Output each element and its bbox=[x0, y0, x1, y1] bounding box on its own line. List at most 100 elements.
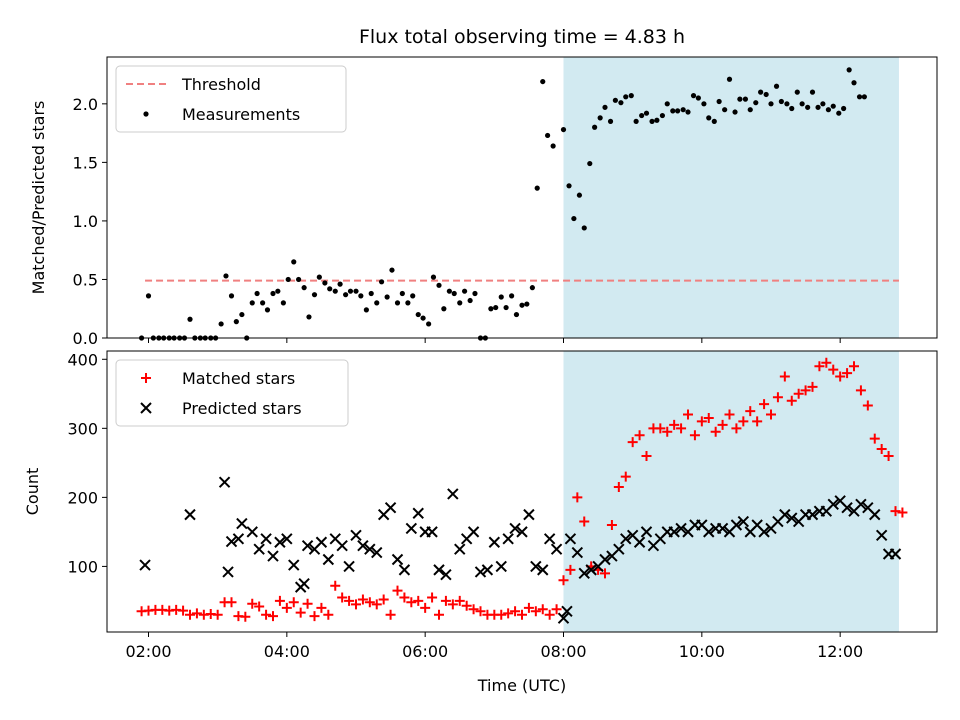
bottom-series-1-point bbox=[454, 595, 465, 606]
bottom-series-2-point bbox=[495, 560, 507, 573]
bottom-series-2-point bbox=[571, 546, 584, 559]
top-series-1-point bbox=[472, 290, 478, 297]
top-series-1-point bbox=[856, 94, 863, 100]
bottom-series-2-point bbox=[426, 526, 438, 538]
bottom-series-1-point bbox=[544, 609, 555, 620]
top-series-1-point bbox=[529, 285, 535, 291]
top-series-1-point bbox=[664, 101, 670, 107]
bottom-series-2-point bbox=[236, 517, 248, 530]
bottom-series-1-point bbox=[766, 409, 776, 420]
bottom-legend-swatch bbox=[141, 373, 151, 383]
bottom-series-2-point bbox=[405, 522, 418, 535]
bottom-series-1-point bbox=[634, 430, 645, 441]
top-series-1-point bbox=[260, 300, 266, 306]
top-series-1-point bbox=[446, 288, 452, 294]
x-tick-label: 06:00 bbox=[402, 642, 448, 661]
top-series-1-point bbox=[576, 192, 583, 198]
top-series-1-point bbox=[513, 311, 520, 318]
bottom-series-2-point bbox=[467, 526, 480, 538]
top-series-1-point bbox=[841, 105, 847, 112]
chart-title: Flux total observing time = 4.83 h bbox=[359, 26, 685, 48]
top-series-1-point bbox=[544, 132, 551, 139]
top-series-1-point bbox=[254, 290, 260, 297]
bottom-series-1-point bbox=[897, 507, 908, 518]
bottom-series-2-point bbox=[343, 560, 355, 573]
top-series-1-point bbox=[737, 96, 743, 102]
top-series-1-point bbox=[187, 316, 193, 322]
bottom-series-1-point bbox=[655, 423, 666, 434]
bottom-series-2-point bbox=[779, 508, 791, 521]
bottom-series-1-point bbox=[842, 368, 853, 379]
bottom-series-2-point bbox=[599, 553, 611, 566]
bottom-series-1-point bbox=[240, 611, 251, 622]
bottom-series-1-point bbox=[579, 516, 590, 527]
top-series-1-point bbox=[794, 89, 800, 95]
bottom-series-1-point bbox=[683, 409, 693, 420]
x-tick-label: 12:00 bbox=[817, 642, 863, 661]
bottom-series-2-point bbox=[364, 543, 376, 555]
bottom-series-1-point bbox=[869, 433, 880, 444]
bottom-series-2-point bbox=[703, 526, 715, 538]
bottom-series-2-point bbox=[218, 476, 231, 488]
bottom-series-1-point bbox=[828, 364, 839, 375]
bottom-series-1-point bbox=[800, 385, 811, 396]
top-series-1-point bbox=[784, 101, 790, 107]
bottom-series-1-point bbox=[226, 597, 237, 608]
bottom-series-2-point bbox=[481, 564, 494, 576]
bottom-series-2-point bbox=[585, 564, 597, 576]
bottom-series-1-point bbox=[427, 592, 438, 603]
top-series-1-point bbox=[633, 118, 639, 124]
bottom-series-2-point bbox=[564, 533, 577, 545]
top-series-1-point bbox=[830, 103, 836, 109]
bottom-series-1-point bbox=[793, 388, 804, 399]
bottom-series-2-point bbox=[841, 502, 853, 514]
bottom-series-1-point bbox=[745, 406, 756, 417]
x-tick-label: 10:00 bbox=[679, 642, 725, 661]
top-series-1-point bbox=[799, 101, 805, 107]
top-series-1-point bbox=[322, 280, 328, 286]
bottom-series-2-point bbox=[281, 533, 293, 545]
top-series-1-point bbox=[732, 109, 738, 115]
bottom-series-2-point bbox=[336, 539, 348, 552]
top-series-1-point bbox=[363, 307, 369, 313]
bottom-series-1-point bbox=[178, 605, 189, 616]
top-series-1-point bbox=[295, 276, 302, 283]
bottom-series-2-point bbox=[730, 519, 743, 531]
bottom-series-2-point bbox=[516, 526, 528, 538]
bottom-series-1-point bbox=[281, 602, 292, 613]
top-series-1-point bbox=[628, 93, 634, 99]
top-series-1-point bbox=[649, 118, 655, 124]
top-series-1-point bbox=[306, 314, 312, 320]
bottom-series-1-point bbox=[689, 430, 700, 441]
top-series-1-point bbox=[394, 300, 401, 306]
bottom-series-1-point bbox=[475, 606, 486, 617]
top-series-1-point bbox=[503, 304, 509, 311]
bottom-series-2-point bbox=[139, 559, 151, 571]
bottom-series-1-point bbox=[890, 506, 901, 517]
bottom-series-1-point bbox=[302, 598, 313, 609]
top-series-1-point bbox=[316, 274, 322, 280]
bottom-series-1-point bbox=[676, 423, 687, 434]
top-series-1-point bbox=[836, 110, 842, 116]
bottom-series-1-point bbox=[392, 585, 403, 596]
top-series-1-point bbox=[607, 118, 614, 124]
top-series-1-point bbox=[758, 89, 764, 95]
bottom-series-1-point bbox=[510, 606, 521, 617]
bottom-series-2-point bbox=[855, 498, 867, 510]
bottom-series-1-point bbox=[772, 392, 783, 403]
top-series-1-point bbox=[467, 297, 473, 304]
bottom-series-1-point bbox=[295, 607, 306, 618]
bottom-series-2-point bbox=[447, 488, 459, 500]
top-series-1-point bbox=[618, 100, 624, 106]
top-series-1-point bbox=[399, 290, 405, 297]
bottom-series-1-point bbox=[807, 381, 818, 392]
top-series-1-point bbox=[789, 105, 795, 112]
bottom-series-1-point bbox=[434, 609, 444, 620]
bottom-series-1-point bbox=[537, 604, 548, 615]
bottom-series-2-point bbox=[412, 507, 424, 519]
top-series-1-point bbox=[233, 319, 239, 325]
bottom-series-2-point bbox=[301, 539, 314, 552]
top-legend-swatch bbox=[143, 111, 149, 117]
bottom-series-1-point bbox=[316, 602, 327, 613]
bottom-series-2-point bbox=[398, 564, 411, 576]
